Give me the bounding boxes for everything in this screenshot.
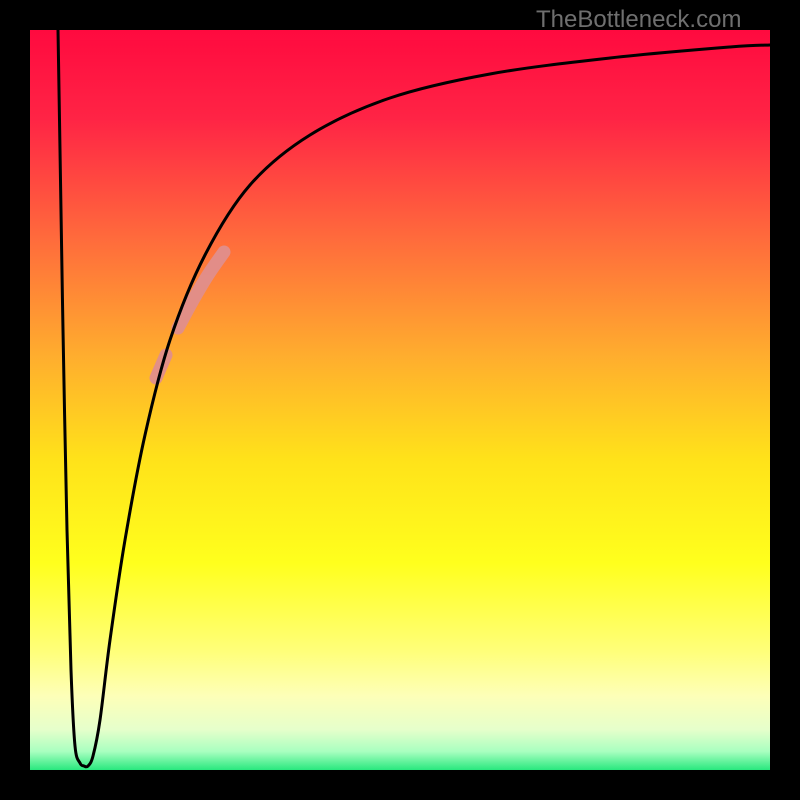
watermark-text: TheBottleneck.com (536, 6, 741, 34)
chart-stage: TheBottleneck.com (0, 0, 800, 800)
bottleneck-curve (58, 30, 770, 767)
curve-svg (30, 30, 770, 770)
plot-area (30, 30, 770, 770)
